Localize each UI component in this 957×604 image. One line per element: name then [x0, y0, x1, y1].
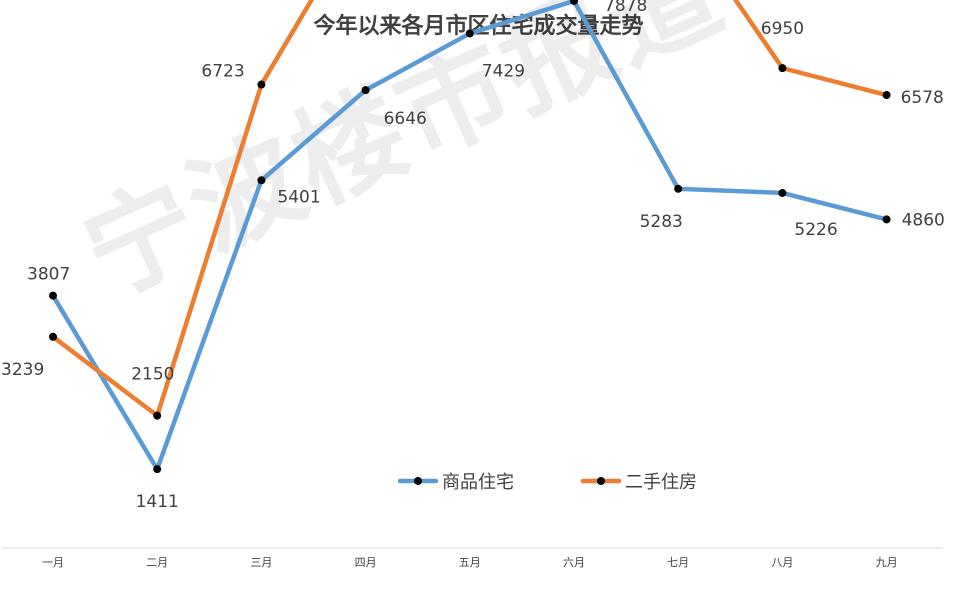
legend-marker-1 — [414, 477, 422, 485]
data-label-s2-3: 6723 — [201, 62, 244, 82]
legend-label-1: 商品住宅 — [442, 472, 514, 493]
series-layer — [49, 0, 891, 474]
x-tick-label-2: 二月 — [146, 556, 168, 569]
data-label-s1-8: 5226 — [794, 220, 837, 240]
data-label-s1-2: 1411 — [136, 492, 179, 512]
x-tick-label-6: 六月 — [563, 556, 585, 569]
x-tick-label-7: 七月 — [667, 556, 689, 569]
x-tick-label-5: 五月 — [459, 556, 481, 569]
legend-label-2: 二手住房 — [625, 472, 697, 493]
data-label-s1-5: 7429 — [482, 61, 525, 81]
data-label-s1-9: 4860 — [902, 210, 945, 230]
series-line-2 — [50, 0, 889, 418]
data-point-s1-3 — [257, 176, 266, 185]
data-label-s2-9: 6578 — [901, 88, 944, 108]
data-point-s1-7 — [674, 184, 683, 193]
data-label-s1-4: 6646 — [384, 109, 427, 129]
data-point-s1-5 — [465, 29, 474, 38]
data-label-s1-1: 3807 — [27, 265, 70, 285]
x-tick-label-1: 一月 — [42, 556, 64, 569]
x-tick-label-9: 九月 — [876, 556, 898, 569]
x-tick-layer: 一月 二月 三月 四月 五月 六月 七月 八月 九月 — [42, 556, 898, 569]
data-point-s1-8 — [778, 188, 787, 197]
series-line-1 — [50, 0, 889, 472]
data-label-s2-2: 2150 — [131, 365, 174, 385]
data-label-layer: 3807 1411 5401 6646 7429 7878 5283 5226 4860 3239… — [1, 0, 945, 512]
data-point-s1-9 — [882, 215, 891, 224]
legend: 商品住宅 二手住房 — [397, 472, 697, 493]
data-point-s1-1 — [49, 291, 57, 300]
data-point-s1-2 — [153, 465, 162, 474]
data-point-s2-8 — [778, 64, 787, 73]
data-label-s1-3: 5401 — [277, 187, 320, 207]
data-point-s2-9 — [882, 91, 891, 100]
data-label-s2-8: 6950 — [761, 19, 804, 39]
legend-marker-2 — [597, 477, 605, 485]
x-tick-label-3: 三月 — [250, 556, 272, 569]
x-tick-label-4: 四月 — [355, 556, 377, 569]
data-point-s1-6 — [570, 0, 578, 5]
data-label-s2-1: 3239 — [1, 360, 44, 380]
data-point-s2-2 — [153, 411, 162, 420]
data-point-s2-1 — [49, 332, 57, 341]
data-point-s1-4 — [361, 86, 370, 95]
data-label-s1-7: 5283 — [640, 212, 683, 232]
data-label-s1-6: 7878 — [604, 0, 647, 16]
x-tick-label-8: 八月 — [771, 556, 793, 569]
data-point-s2-3 — [257, 80, 266, 89]
